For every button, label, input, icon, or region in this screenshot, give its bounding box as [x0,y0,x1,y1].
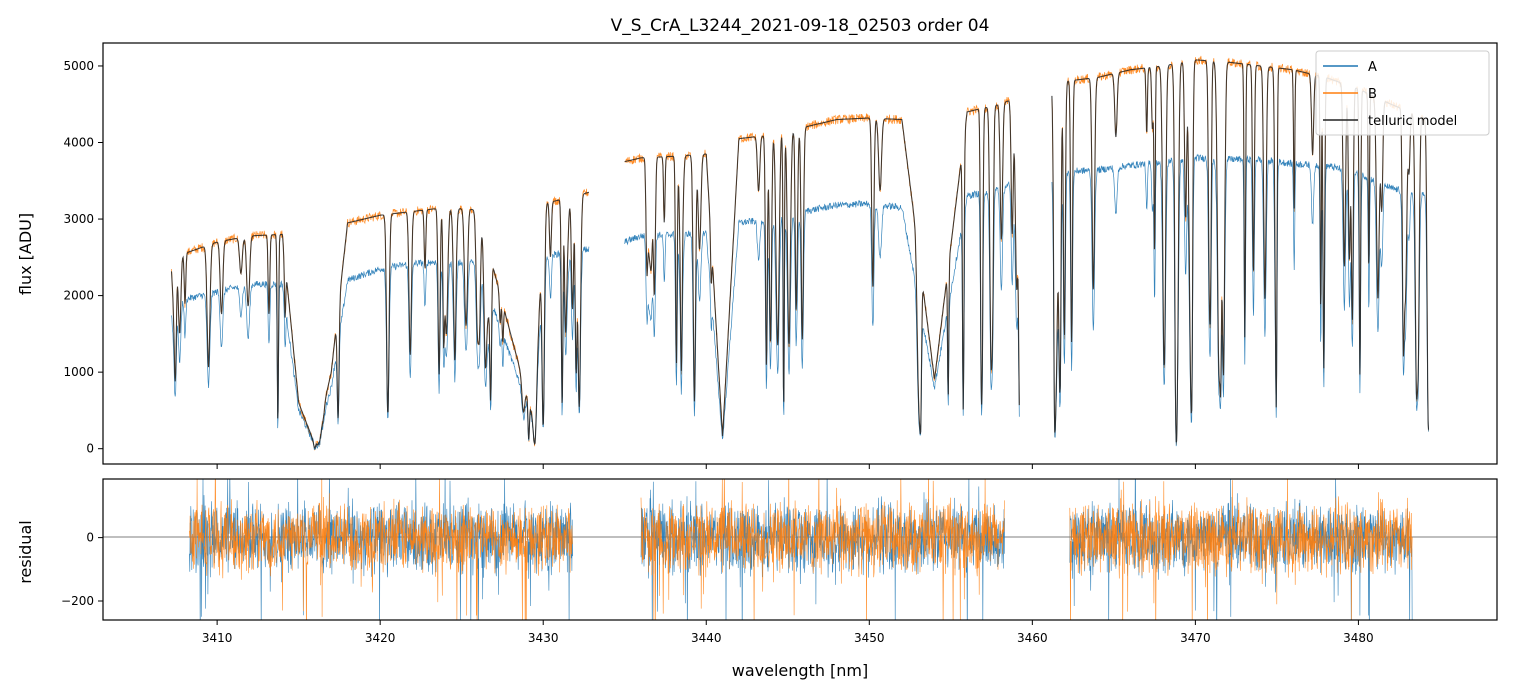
series-A-line-seg2 [1051,153,1429,447]
series-A-line-seg0 [171,246,590,450]
bottom-y-axis-label: residual [16,520,35,583]
legend-label-telluric: telluric model [1368,114,1457,129]
top-y-tick-label: 3000 [63,212,94,226]
top-plot-area: 0 1000 2000 3000 4000 5000 flux [ADU] [16,42,1498,469]
residual-B-line-seg0 [189,479,573,620]
series-B-line-seg1 [624,96,1020,435]
bottom-x-tick-label: 3480 [1343,631,1374,645]
bottom-y-tick-label: −200 [61,594,94,608]
top-axes-frame [102,42,1498,465]
top-y-tick-label: 1000 [63,365,94,379]
bottom-axes-frame [102,478,1498,621]
bottom-x-tick-label: 3430 [528,631,559,645]
bottom-plot-area: −200 0 3410 3420 3430 3440 3450 3460 3470 3480 r… [16,478,1498,680]
bottom-x-tick-label: 3410 [202,631,233,645]
bottom-x-tick-label: 3420 [365,631,396,645]
residual-B-line-seg1 [640,479,1005,620]
residual-B-line-seg2 [1069,479,1413,620]
top-y-tick-label: 0 [86,442,94,456]
bottom-x-tick-label: 3440 [691,631,722,645]
legend: A B telluric model [1315,50,1490,136]
top-y-tick-label: 5000 [63,59,94,73]
series-A-line-seg1 [624,181,1020,440]
legend-label-B: B [1368,87,1377,102]
bottom-x-tick-label: 3460 [1017,631,1048,645]
telluric-model-line-seg1 [624,100,1020,437]
bottom-y-tick-label: 0 [86,531,94,545]
x-axis-label: wavelength [nm] [732,661,869,680]
legend-label-A: A [1368,60,1377,75]
chart-title: V_S_CrA_L3244_2021-09-18_02503 order 04 [611,16,990,36]
top-y-axis-label: flux [ADU] [16,213,35,295]
bottom-x-tick-label: 3470 [1180,631,1211,645]
bottom-x-tick-label: 3450 [854,631,885,645]
residual-A-line-seg0 [189,479,573,620]
top-y-tick-label: 2000 [63,289,94,303]
telluric-model-line-seg0 [170,191,590,449]
top-y-tick-label: 4000 [63,136,94,150]
series-B-line-seg0 [171,188,589,451]
